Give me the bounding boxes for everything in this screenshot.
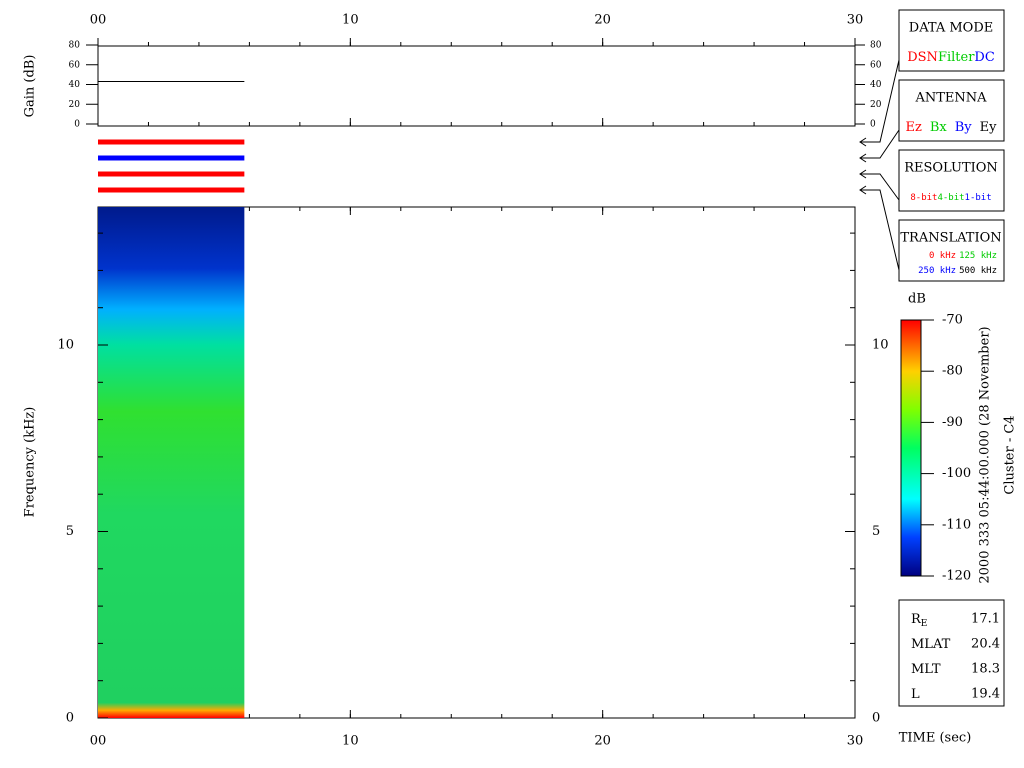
x-tick-label-top: 20: [594, 13, 611, 28]
x-tick-label-top: 10: [342, 13, 359, 28]
ephemeris-name: MLT: [911, 662, 941, 677]
indicator-bar: [98, 155, 245, 161]
ephemeris-label: L: [911, 687, 920, 702]
ephemeris-label: MLAT: [911, 637, 951, 652]
ephemeris-value: 19.4: [971, 687, 1000, 702]
legend-item: Ey: [980, 120, 997, 135]
legend-items: 8-bit4-bit1-bit: [910, 193, 991, 203]
gain-tick-label-right: 40: [870, 80, 882, 90]
legend-item: 4-bit: [937, 193, 964, 203]
legend-box-title: ANTENNA: [914, 91, 987, 106]
gain-tick-label-right: 60: [870, 60, 882, 70]
colorbar-tick-label: -90: [942, 415, 963, 430]
legend-box-title: DATA MODE: [909, 21, 993, 36]
gain-tick-label: 0: [74, 120, 80, 130]
legend-items: DSNFilterDC: [907, 50, 995, 65]
x-tick-label: 10: [342, 734, 359, 749]
arrow: [860, 59, 900, 143]
legend-item: Filter: [938, 50, 975, 65]
gain-tick-label: 20: [69, 100, 81, 110]
legend-box: [898, 79, 1005, 142]
legend-item: 125 kHz: [959, 251, 997, 261]
arrow: [860, 173, 900, 201]
legend-box: [898, 9, 1005, 72]
arrow: [860, 129, 900, 159]
colorbar-tick-label: -120: [942, 569, 971, 584]
ephemeris-sub: E: [921, 619, 928, 629]
colorbar-tick-label: -100: [942, 466, 971, 481]
legend-item: DSN: [907, 50, 938, 65]
spectrogram: [98, 207, 245, 718]
colorbar-tick-label: -110: [942, 517, 971, 532]
legend-items: 250 kHz 500 kHz: [918, 266, 997, 276]
gain-tick-label-right: 0: [870, 120, 876, 130]
time-label: TIME (sec): [899, 731, 972, 746]
side-title: 2000 333 05:44:00.000 (28 November): [978, 326, 993, 583]
gain-tick-label: 40: [69, 80, 81, 90]
x-tick-label: 00: [90, 734, 107, 749]
gain-frame: [97, 45, 856, 127]
legend-box-title: TRANSLATION: [900, 231, 1001, 246]
gain-tick-label: 80: [69, 41, 81, 51]
legend-item: Ez: [906, 120, 922, 135]
legend-item: 250 kHz: [918, 266, 956, 276]
arrowhead: [859, 137, 867, 147]
y-tick-label-right: 0: [872, 711, 880, 726]
legend-item: 1-bit: [965, 193, 992, 203]
ephemeris-value: 20.4: [971, 637, 1000, 652]
legend-items: 0 kHz 125 kHz: [929, 251, 997, 261]
arrow: [860, 189, 900, 271]
frequency-label: Frequency (kHz): [23, 407, 38, 518]
arrowhead: [859, 185, 867, 195]
colorbar-tick-label: -80: [942, 364, 963, 379]
gain-tick-label: 60: [69, 60, 81, 70]
colorbar: [900, 319, 922, 577]
indicator-bar: [98, 187, 245, 193]
gain-tick-label-right: 20: [870, 100, 882, 110]
x-tick-label-top: 00: [90, 13, 107, 28]
legend-item: Bx: [930, 120, 948, 135]
y-tick-label-right: 5: [872, 524, 880, 539]
ephemeris-label: MLT: [911, 662, 941, 677]
ephemeris-name: MLAT: [911, 637, 951, 652]
indicator-bar: [98, 171, 245, 177]
colorbar-tick-label: -70: [942, 313, 963, 328]
legend-item: 500 kHz: [959, 266, 997, 276]
legend-item: 8-bit: [910, 193, 937, 203]
legend-items: Ez Bx By Ey: [906, 120, 998, 135]
ephemeris-value: 18.3: [971, 662, 1000, 677]
ephemeris-value: 17.1: [971, 612, 1000, 627]
legend-box-title: RESOLUTION: [904, 161, 998, 176]
arrowhead: [859, 153, 867, 163]
y-tick-label: 0: [66, 711, 74, 726]
x-tick-label: 20: [594, 734, 611, 749]
arrowhead: [859, 169, 867, 179]
x-tick-label: 30: [847, 734, 864, 749]
ephemeris-name: R: [911, 612, 922, 627]
y-tick-label: 10: [57, 338, 74, 353]
gain-label: Gain (dB): [23, 55, 38, 118]
y-tick-label-right: 10: [872, 338, 889, 353]
ephemeris-name: L: [911, 687, 920, 702]
y-tick-label: 5: [66, 524, 74, 539]
ephemeris-label: RE: [911, 612, 927, 629]
legend-item: DC: [974, 50, 994, 65]
ephemeris-box: [898, 599, 1005, 707]
legend-box: [898, 219, 1005, 282]
indicator-bar: [98, 139, 245, 145]
side-subtitle: Cluster - C4: [1003, 415, 1018, 494]
legend-item: By: [955, 120, 973, 135]
legend-box: [898, 149, 1005, 212]
gain-tick-label-right: 80: [870, 41, 882, 51]
x-tick-label-top: 30: [847, 13, 864, 28]
legend-item: 0 kHz: [929, 251, 956, 261]
colorbar-label: dB: [908, 292, 926, 307]
